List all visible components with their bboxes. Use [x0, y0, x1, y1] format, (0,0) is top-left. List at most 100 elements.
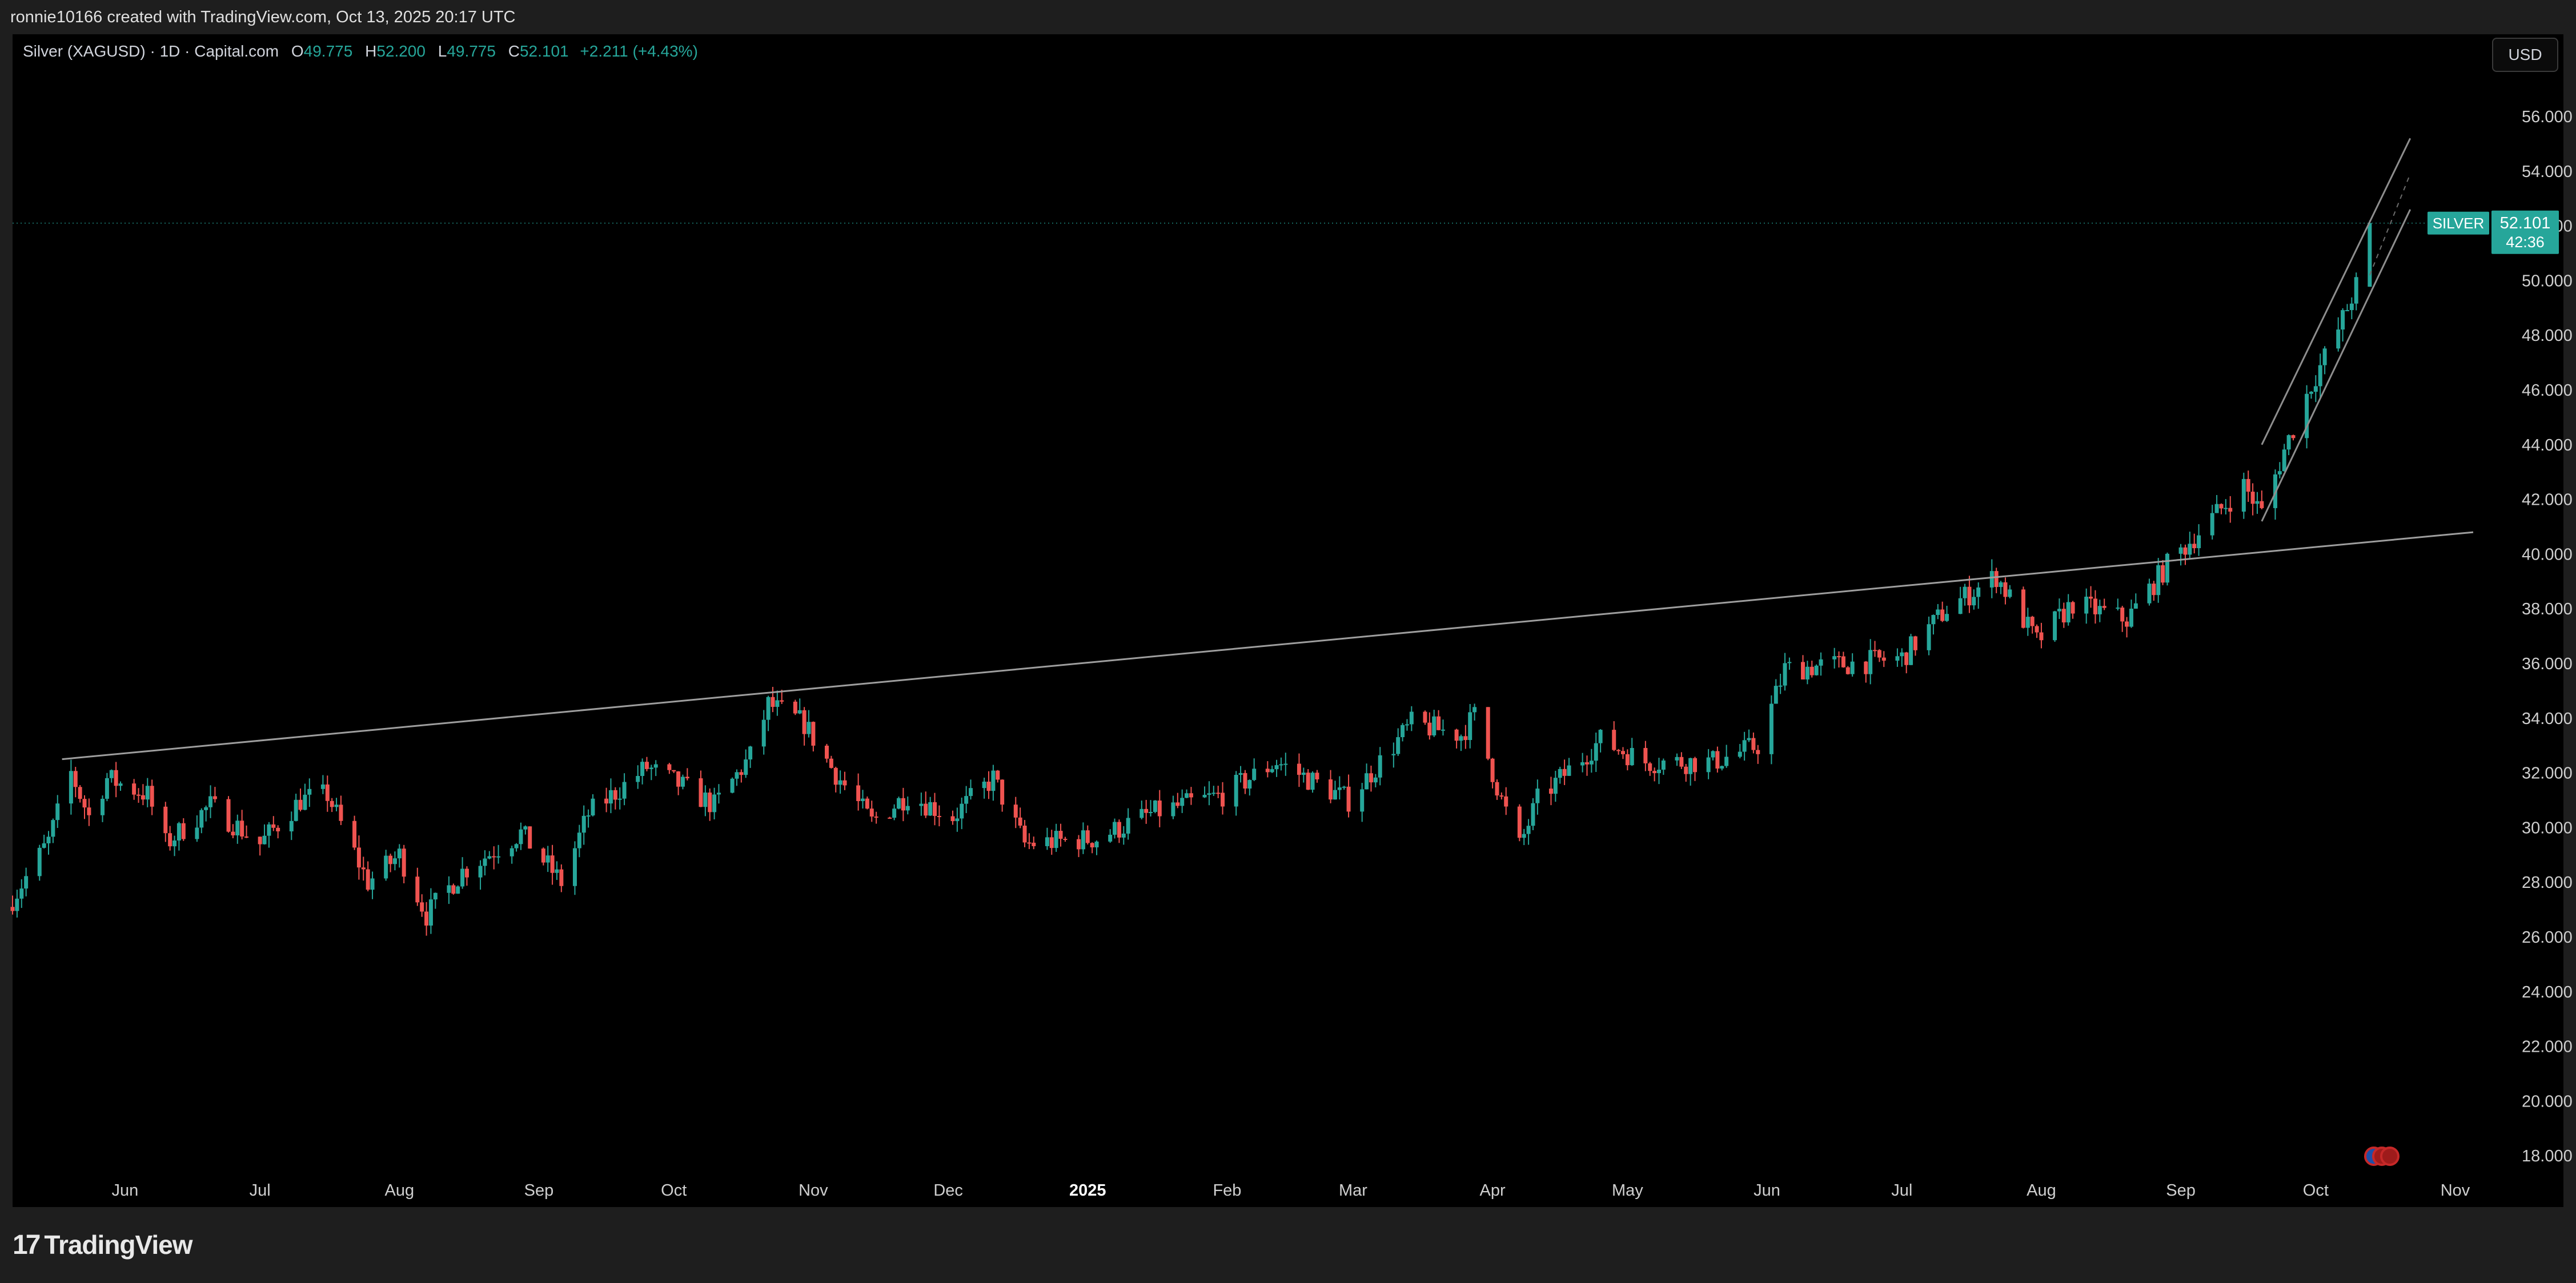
candle-body [1113, 822, 1117, 835]
candle-body [145, 786, 150, 800]
candle-body [37, 847, 42, 876]
candle-body [2165, 553, 2169, 583]
candle-body [1756, 750, 1760, 754]
candle-body [1000, 779, 1005, 805]
price-tag [2491, 210, 2559, 254]
candle-body [1279, 764, 1283, 766]
candle-body [212, 796, 217, 799]
candle-body [1333, 790, 1337, 800]
candle-body [1378, 755, 1382, 778]
candle-body [1580, 762, 1585, 766]
candle-body [1329, 779, 1333, 800]
candle-body [712, 794, 717, 813]
candle-body [366, 869, 370, 890]
candle-body [833, 767, 838, 785]
high-value: 52.200 [376, 42, 426, 60]
symbol-title[interactable]: Silver (XAGUSD) · 1D · Capital.com [23, 42, 279, 60]
candle-body [1584, 762, 1589, 765]
candle-body [1783, 663, 1787, 686]
candle-body [2318, 365, 2322, 387]
y-tick-label: 22.000 [2522, 1038, 2573, 1056]
channel-mid-line [2369, 174, 2411, 276]
bottom-bar [0, 1207, 2576, 1283]
candle-body [1185, 793, 1189, 798]
x-tick-label: Jul [1891, 1181, 1912, 1200]
candle-body [608, 790, 613, 804]
candle-body [2116, 608, 2120, 609]
candle-body [2354, 277, 2358, 304]
candle-body [1548, 789, 1553, 794]
candle-body [865, 798, 869, 809]
candle-body [181, 823, 186, 839]
candle-body [2345, 310, 2349, 312]
channel-lower-line [2261, 209, 2412, 522]
candle-body [685, 777, 689, 779]
y-tick-label: 56.000 [2522, 108, 2573, 126]
candle-body [2125, 621, 2129, 627]
candle-body [1337, 787, 1342, 790]
symbol-tag-label: SILVER [2433, 215, 2485, 232]
candle-body [2021, 589, 2025, 628]
candle-body [1958, 598, 1963, 614]
candle-body [2305, 393, 2309, 439]
candle-body [289, 821, 294, 832]
candle-body [739, 772, 744, 775]
candle-body [1432, 716, 1437, 735]
candle-body [1180, 798, 1185, 806]
candle-body [905, 806, 910, 811]
candle-body [1139, 809, 1144, 818]
candle-body [1612, 730, 1616, 750]
candle-body [1094, 841, 1099, 848]
channel-upper-line [2261, 138, 2412, 445]
candle-body [163, 806, 168, 834]
candle-body [2277, 471, 2282, 474]
candle-body [775, 700, 780, 707]
chart-pane[interactable] [13, 34, 2563, 1207]
candle-body [1976, 587, 1981, 597]
candle-body [1877, 650, 1881, 658]
currency-button[interactable]: USD [2492, 38, 2558, 72]
candle-body [1751, 738, 1756, 750]
candle-body [802, 710, 806, 734]
candle-body [519, 829, 523, 844]
candle-body [2053, 611, 2057, 641]
candle-body [1909, 636, 1913, 665]
candle-body [1715, 751, 1720, 769]
candle-body [2336, 329, 2341, 349]
candle-body [1841, 656, 1845, 667]
candle-body [996, 770, 1000, 780]
candle-body [51, 820, 55, 837]
candle-body [1409, 711, 1414, 725]
candle-body [339, 805, 343, 821]
candle-body [1369, 773, 1373, 783]
candle-body [2008, 589, 2012, 597]
candle-body [402, 848, 406, 877]
candle-body [2147, 584, 2152, 604]
candle-body [969, 788, 973, 797]
candle-body [1032, 842, 1036, 846]
candle-body [2188, 544, 2192, 555]
candle-body [1463, 736, 1468, 741]
candle-body [492, 856, 496, 858]
y-tick-label: 50.000 [2522, 272, 2573, 290]
candle-body [208, 796, 213, 807]
candle-body [78, 787, 82, 799]
x-tick-label: Mar [1339, 1181, 1367, 1200]
y-tick-label: 28.000 [2522, 874, 2573, 892]
candle-body [1342, 786, 1346, 788]
candle-body [1270, 769, 1274, 773]
candle-body [168, 833, 172, 847]
y-tick-label: 36.000 [2522, 655, 2573, 673]
candle-body [919, 803, 924, 806]
candle-body [636, 776, 640, 782]
candle-body [2102, 606, 2106, 608]
candle-body [226, 799, 231, 832]
candle-body [1850, 661, 1855, 674]
candle-body [1090, 843, 1094, 848]
candle-body [19, 888, 24, 899]
candle-body [1963, 586, 1967, 598]
candle-body [15, 898, 19, 911]
candle-body [150, 786, 154, 807]
candle-body [545, 855, 550, 863]
